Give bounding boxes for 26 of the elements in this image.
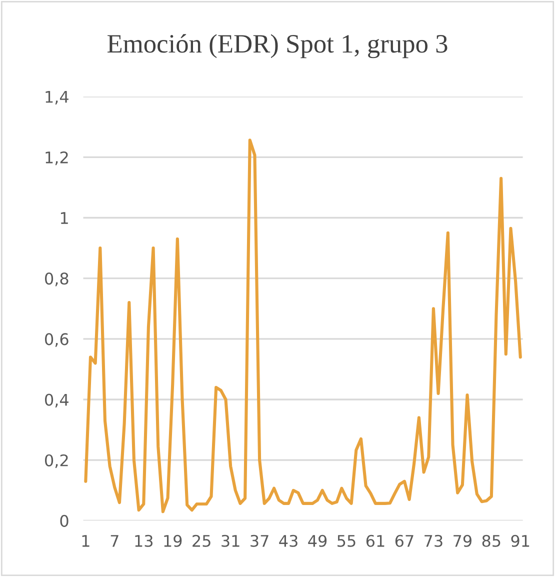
y-tick-label: 0 bbox=[60, 514, 68, 527]
x-tick-label: 43 bbox=[279, 534, 298, 547]
line-series bbox=[84, 138, 522, 514]
x-tick-label: 61 bbox=[366, 534, 384, 547]
x-tick-label: 31 bbox=[222, 534, 240, 547]
x-tick-label: 1 bbox=[82, 535, 90, 547]
y-tick-label: 0,8 bbox=[45, 272, 68, 286]
y-tick-label: 1 bbox=[60, 212, 68, 224]
y-tick-label: 1,4 bbox=[46, 91, 68, 105]
x-tick-label: 73 bbox=[424, 534, 442, 547]
x-tick-label: 37 bbox=[250, 534, 268, 547]
y-tick-label: 0,6 bbox=[45, 333, 68, 347]
x-tick-label: 25 bbox=[192, 534, 210, 547]
x-tick-label: 49 bbox=[308, 534, 327, 547]
x-tick-label: 13 bbox=[135, 534, 153, 547]
chart-title: Emoción (EDR) Spot 1, grupo 3 bbox=[107, 34, 448, 58]
y-tick-label: 1,2 bbox=[46, 151, 68, 166]
x-tick-label: 79 bbox=[454, 534, 472, 547]
x-tick-label: 85 bbox=[482, 534, 500, 547]
y-tick-label: 0,2 bbox=[45, 454, 68, 468]
y-tick-label: 0,4 bbox=[45, 394, 68, 408]
x-tick-label: 67 bbox=[395, 534, 414, 547]
x-tick-label: 7 bbox=[110, 535, 118, 547]
x-tick-label: 19 bbox=[164, 534, 182, 547]
x-tick-label: 91 bbox=[511, 534, 530, 547]
x-tick-label: 55 bbox=[338, 535, 356, 547]
